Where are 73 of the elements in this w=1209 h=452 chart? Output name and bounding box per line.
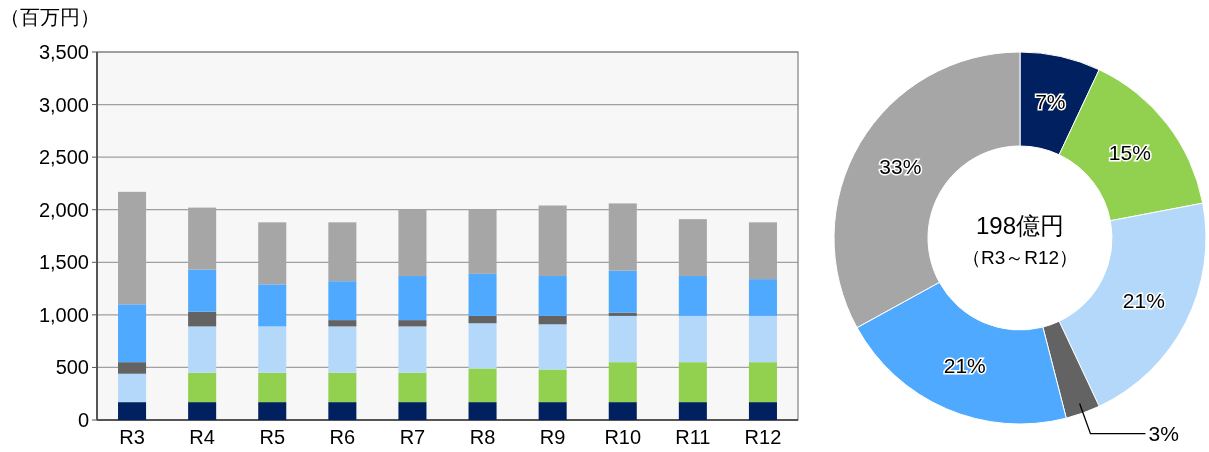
bar bbox=[608, 270, 637, 313]
y-tick-label: 3,500 bbox=[38, 41, 89, 63]
data-label: 21% bbox=[943, 353, 986, 377]
bar bbox=[328, 372, 357, 403]
x-tick-label: R4 bbox=[189, 426, 215, 448]
x-tick-label: R9 bbox=[539, 426, 566, 448]
bar bbox=[608, 315, 637, 363]
bar bbox=[328, 326, 357, 373]
bar bbox=[398, 326, 427, 373]
bar bbox=[538, 275, 567, 316]
bar bbox=[678, 402, 707, 420]
bar bbox=[258, 372, 287, 403]
text: 198億円 bbox=[975, 212, 1065, 239]
bar bbox=[188, 372, 217, 403]
bar bbox=[468, 368, 497, 403]
bar bbox=[468, 273, 497, 316]
data-label: 3% bbox=[1148, 421, 1179, 445]
bar bbox=[468, 402, 497, 420]
x-tick-label: R8 bbox=[469, 426, 496, 448]
y-tick-label: 500 bbox=[55, 356, 89, 379]
bar bbox=[468, 323, 497, 369]
bar bbox=[188, 311, 217, 327]
x-tick-label: R10 bbox=[604, 426, 642, 448]
data-label: 21% bbox=[1122, 289, 1165, 313]
x-tick-label: R6 bbox=[329, 426, 356, 448]
y-tick-label: 3,000 bbox=[38, 93, 89, 116]
bar bbox=[118, 373, 147, 403]
bar bbox=[748, 279, 777, 316]
bar bbox=[188, 402, 217, 420]
bar bbox=[118, 304, 147, 363]
y-tick-label: 1,000 bbox=[38, 303, 89, 326]
bar bbox=[608, 362, 637, 403]
y-tick-label: 1,500 bbox=[38, 251, 89, 274]
bar bbox=[188, 269, 217, 312]
bar bbox=[538, 324, 567, 370]
bar bbox=[118, 402, 147, 420]
data-label: 33% bbox=[879, 155, 922, 179]
bar bbox=[678, 315, 707, 363]
bar bbox=[608, 402, 637, 420]
bar bbox=[468, 315, 497, 324]
bar bbox=[678, 362, 707, 403]
x-tick-label: R12 bbox=[744, 426, 782, 448]
bar bbox=[678, 275, 707, 316]
bar bbox=[328, 281, 357, 321]
bar bbox=[328, 320, 357, 327]
bar bbox=[328, 402, 357, 420]
bar bbox=[538, 315, 567, 325]
x-tick-label: R5 bbox=[259, 426, 286, 448]
bar bbox=[258, 326, 287, 373]
bar bbox=[538, 402, 567, 420]
y-axis-title: （百万円） bbox=[0, 6, 100, 28]
y-tick-label: 2,000 bbox=[38, 198, 89, 221]
y-tick-label: 2,500 bbox=[38, 146, 89, 169]
x-tick-label: R3 bbox=[119, 426, 145, 448]
text: （R3～R12） bbox=[961, 247, 1079, 268]
bar bbox=[538, 369, 567, 403]
bar bbox=[398, 402, 427, 420]
bar bbox=[748, 402, 777, 420]
bar bbox=[398, 372, 427, 403]
bar bbox=[258, 284, 287, 327]
bar bbox=[258, 402, 287, 420]
bar bbox=[188, 326, 217, 373]
bar bbox=[748, 315, 777, 363]
data-label: 15% bbox=[1108, 140, 1151, 164]
bar bbox=[608, 312, 637, 316]
x-tick-label: R11 bbox=[675, 426, 711, 448]
bar bbox=[118, 362, 147, 374]
bar bbox=[748, 362, 777, 403]
y-tick-label: 0 bbox=[77, 409, 89, 431]
bar bbox=[398, 320, 427, 327]
x-tick-label: R7 bbox=[399, 426, 426, 448]
data-label: 7% bbox=[1035, 90, 1066, 114]
bar bbox=[398, 275, 427, 321]
